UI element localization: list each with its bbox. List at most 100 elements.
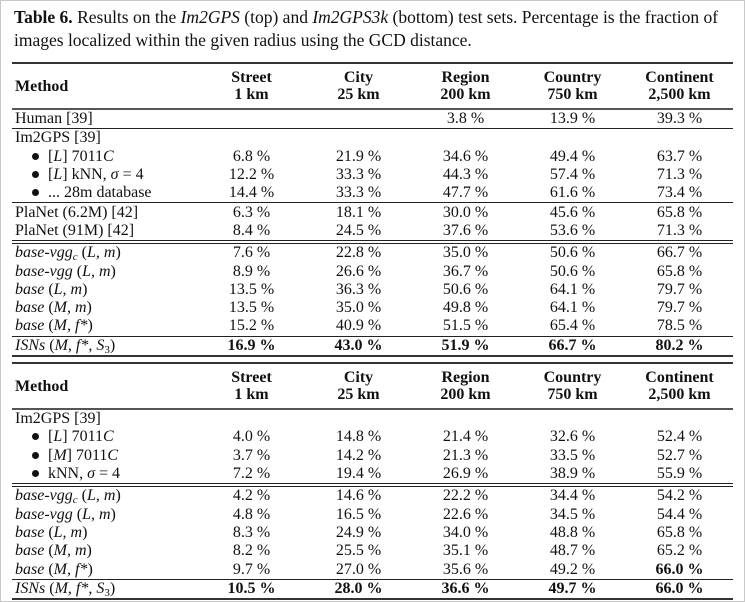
value-cell: 21.3 % xyxy=(442,446,489,464)
value-cell: 22.8 % xyxy=(305,240,412,263)
table-row: base (L, m) 8.3 % 24.9 % 34.0 % 48.8 % 65.8 % xyxy=(12,524,733,542)
table-row: [L] 7011C 4.0 % 14.8 % 21.4 % 32.6 % 52.4 % xyxy=(12,428,733,446)
table-row: base (M, m) 8.2 % 25.5 % 35.1 % 48.7 % 65.2 % xyxy=(12,542,733,560)
text-segment: ] kNN, xyxy=(62,166,111,184)
value-cell xyxy=(198,109,305,129)
text-segment: [ xyxy=(48,446,54,464)
value-cell: 48.8 % xyxy=(549,523,596,541)
value-cell: 35.0 % xyxy=(412,240,519,263)
value-cell: 38.9 % xyxy=(549,465,596,483)
column-name: Continent xyxy=(645,69,714,86)
method-cell: base (M, m) xyxy=(12,299,198,317)
method-cell: base (L, m) xyxy=(12,524,198,542)
value-cell: 65.8 % xyxy=(656,523,703,541)
bullet-icon xyxy=(32,469,39,477)
value-cell: 51.5 % xyxy=(442,317,489,335)
value-cell: 35.1 % xyxy=(442,542,489,560)
method-cell: Im2GPS [39] xyxy=(12,128,198,148)
value-cell: 49.7 % xyxy=(519,578,626,600)
value-cell: 14.6 % xyxy=(305,483,412,506)
table-row: Im2GPS [39] xyxy=(12,128,733,148)
value-cell: 71.3 % xyxy=(656,221,703,239)
table-row: base (L, m) 13.5 % 36.3 % 50.6 % 64.1 % 79.7 … xyxy=(12,281,733,299)
value-cell: 3.8 % xyxy=(446,110,485,128)
column-radius: 1 km xyxy=(234,86,269,103)
text-segment: ( xyxy=(45,579,55,597)
method-cell: ISNs (M, f*, S3) xyxy=(12,578,198,600)
value-cell: 14.2 % xyxy=(335,446,382,464)
value-cell: 35.0 % xyxy=(335,299,382,317)
value-cell: 40.9 % xyxy=(335,317,382,335)
text-segment: L xyxy=(53,147,63,165)
text-segment: σ xyxy=(110,166,119,184)
value-cell: 51.9 % xyxy=(412,335,519,357)
value-cell: 64.1 % xyxy=(549,280,596,298)
value-cell: 36.3 % xyxy=(335,280,382,298)
value-cell: 50.6 % xyxy=(442,280,489,298)
table-row: PlaNet (91M) [42] 8.4 % 24.5 % 37.6 % 53.6 %… xyxy=(12,222,733,242)
bullet-icon xyxy=(32,451,39,459)
value-cell: 14.8 % xyxy=(335,428,382,446)
bullet-icon xyxy=(32,189,39,197)
column-header-region: Region 200 km xyxy=(412,362,519,410)
value-cell: 61.6 % xyxy=(549,184,596,202)
text-segment: 3 xyxy=(104,586,110,599)
column-header-city: City 25 km xyxy=(305,62,412,110)
value-cell: 8.9 % xyxy=(232,262,271,280)
value-cell: 19.4 % xyxy=(335,465,382,483)
value-cell: 54.4 % xyxy=(656,505,703,523)
value-cell xyxy=(198,409,305,428)
text-segment: ( xyxy=(72,262,83,280)
value-cell: 24.9 % xyxy=(335,523,382,541)
column-name: Continent xyxy=(645,369,714,386)
text-segment: base-vgg xyxy=(15,487,73,505)
method-cell: kNN, σ = 4 xyxy=(12,465,198,485)
text-segment: M, f*, S xyxy=(54,336,105,354)
value-cell: 48.7 % xyxy=(549,542,596,560)
text-segment: Human [39] xyxy=(15,110,93,128)
table-row: ISNs (M, f*, S3) 16.9 % 43.0 % 51.9 % 66.7 %… xyxy=(12,335,733,357)
text-segment: PlaNet (6.2M) [42] xyxy=(15,203,139,221)
text-segment: Results on the xyxy=(72,7,181,27)
method-cell: [L] 7011C xyxy=(12,148,198,166)
text-segment: ) xyxy=(109,579,116,597)
value-cell: 49.4 % xyxy=(549,147,596,165)
value-cell: 65.8 % xyxy=(656,262,703,280)
value-cell xyxy=(305,128,412,148)
value-cell xyxy=(412,128,519,148)
column-radius: 25 km xyxy=(337,86,380,103)
value-cell: 9.7 % xyxy=(232,560,271,578)
value-cell: 39.3 % xyxy=(656,110,703,128)
value-cell xyxy=(198,128,305,148)
value-cell: 36.7 % xyxy=(442,262,489,280)
text-segment: [ xyxy=(48,166,54,184)
value-cell: 26.6 % xyxy=(335,262,382,280)
value-cell: 53.6 % xyxy=(549,221,596,239)
text-segment: M, f* xyxy=(53,560,88,578)
text-segment: ) xyxy=(115,244,121,262)
value-cell: 49.8 % xyxy=(442,299,489,317)
text-segment: ] 7011 xyxy=(62,428,103,446)
value-cell: 47.7 % xyxy=(442,184,489,202)
header-row: Method Street 1 km City 25 km Region 200 km Cou… xyxy=(12,62,733,110)
value-cell: 33.5 % xyxy=(549,446,596,464)
text-segment: c xyxy=(72,251,78,264)
text-segment: ISNs xyxy=(15,336,46,354)
bullet-icon xyxy=(32,433,39,441)
value-cell: 10.5 % xyxy=(198,578,305,600)
method-cell: base (M, m) xyxy=(12,542,198,560)
text-segment: ) xyxy=(110,262,116,280)
text-segment: c xyxy=(72,494,78,507)
text-segment: ] 7011 xyxy=(66,446,108,464)
text-segment: ) xyxy=(86,299,92,317)
table-row: base-vgg (L, m) 4.8 % 16.5 % 22.6 % 34.5 % 54… xyxy=(12,505,733,523)
value-cell: 34.4 % xyxy=(519,483,626,506)
value-cell: 21.4 % xyxy=(442,428,489,446)
table-row: base (M, f*) 15.2 % 40.9 % 51.5 % 65.4 % 78.5… xyxy=(12,317,733,336)
column-header-city: City 25 km xyxy=(305,362,412,410)
text-segment: ) xyxy=(115,487,121,505)
method-cell: [M] 7011C xyxy=(12,447,198,465)
text-segment: ) xyxy=(82,280,88,298)
value-cell: 71.3 % xyxy=(656,166,703,184)
value-cell: 16.9 % xyxy=(198,335,305,357)
